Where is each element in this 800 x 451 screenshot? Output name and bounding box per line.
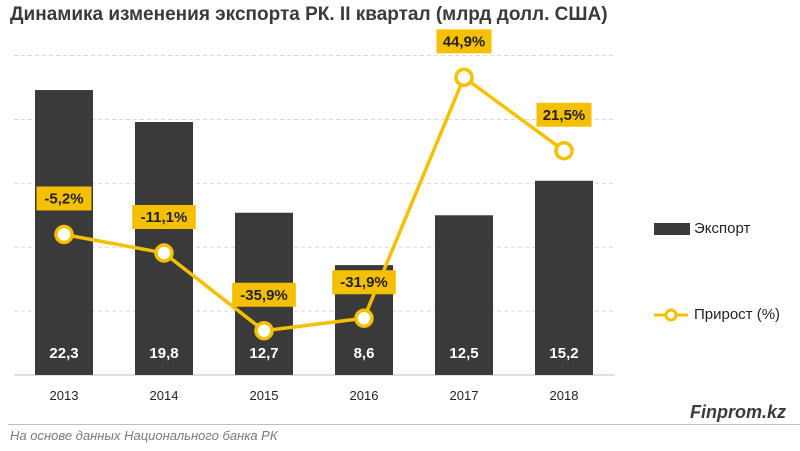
chart-title: Динамика изменения экспорта РК. II кварт…: [10, 4, 608, 25]
bar-2017: [435, 215, 493, 375]
growth-label-box: [332, 270, 396, 295]
x-tick-label: 2018: [550, 388, 579, 403]
bar-value-label: 19,8: [149, 345, 178, 362]
bar-value-label: 15,2: [549, 345, 578, 362]
x-tick-label: 2017: [450, 388, 479, 403]
growth-point-2015: [254, 321, 274, 341]
footer-divider: [8, 424, 800, 425]
growth-point-2013: [54, 224, 74, 245]
bar-2018: [535, 180, 593, 375]
legend-line-swatch: [654, 308, 688, 321]
growth-label-box: [232, 282, 296, 307]
growth-value-label: -31,9%: [340, 274, 388, 291]
data-source-note: На основе данных Национального банка РК: [10, 428, 278, 443]
legend-bar-swatch: [654, 222, 690, 235]
x-tick-label: 2016: [350, 388, 379, 403]
x-tick-label: 2013: [50, 388, 79, 403]
growth-value-label: 21,5%: [543, 107, 586, 124]
source-credit: Finprom.kz: [689, 402, 786, 422]
growth-point-2016: [354, 308, 374, 328]
bar-value-label: 22,3: [49, 345, 78, 362]
growth-point-2014: [154, 243, 174, 263]
growth-value-label: 44,9%: [443, 33, 486, 50]
growth-line: [63, 75, 566, 333]
bar-value-label: 12,7: [249, 345, 278, 362]
x-tick-label: 2014: [150, 388, 179, 403]
growth-point-2017: [454, 67, 474, 88]
growth-value-label: -35,9%: [240, 287, 288, 304]
legend-growth-label: Прирост (%): [694, 306, 781, 323]
growth-value-label: -11,1%: [141, 209, 188, 226]
bar-value-label: 8,6: [354, 345, 375, 362]
legend-export-label: Экспорт: [694, 220, 751, 237]
growth-label-box: [436, 29, 492, 54]
growth-value-label: -5,2%: [44, 190, 83, 207]
growth-label-box: [536, 102, 592, 127]
bar-value-label: 12,5: [449, 345, 478, 362]
legend-growth: Прирост (%): [654, 306, 780, 323]
legend-export: Экспорт: [654, 220, 750, 237]
growth-point-2018: [554, 141, 574, 161]
growth-label-box: [36, 186, 92, 211]
x-tick-label: 2015: [250, 388, 279, 403]
growth-label-box: [132, 204, 196, 229]
